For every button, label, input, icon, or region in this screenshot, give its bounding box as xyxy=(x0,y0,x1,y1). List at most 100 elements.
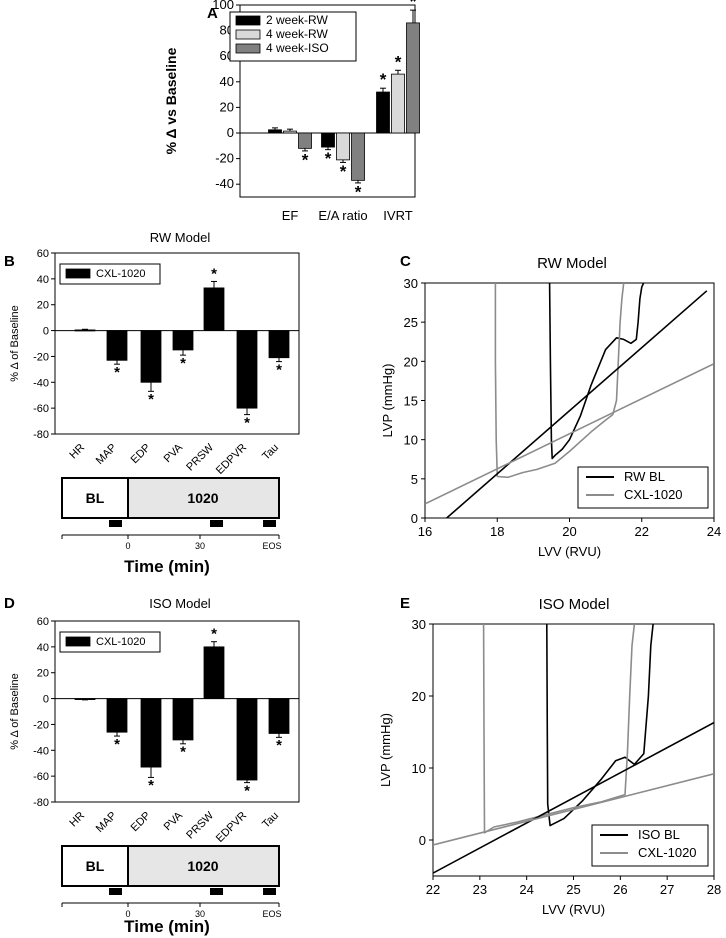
x-axis-label: LVV (RVU) xyxy=(538,544,601,559)
y-tick-label: -80 xyxy=(33,429,49,441)
y-tick-label: 60 xyxy=(37,248,49,260)
series-line xyxy=(546,624,654,827)
plot-area xyxy=(425,283,714,518)
bar xyxy=(140,698,162,768)
timeline-b-marker xyxy=(109,520,122,527)
plot-frame xyxy=(54,252,300,435)
significance-star: * xyxy=(148,777,154,794)
bar xyxy=(236,698,258,781)
x-category-label: IVRT xyxy=(383,208,412,223)
y-tick-label: -20 xyxy=(33,351,49,363)
legend-swatch xyxy=(235,29,261,40)
x-category-label: EDPVR xyxy=(214,810,249,845)
significance-star: * xyxy=(302,150,309,169)
significance-star: * xyxy=(244,414,250,431)
legend-label: 2 week-RW xyxy=(266,13,328,27)
legend-label: CXL-1020 xyxy=(96,636,146,648)
y-tick-label: -60 xyxy=(33,403,49,415)
x-tick-label: 25 xyxy=(566,882,580,897)
bar xyxy=(203,646,225,699)
x-tick-label: 20 xyxy=(562,524,576,539)
x-category-label: Tau xyxy=(260,810,281,831)
y-axis-label: % Δ vs Baseline xyxy=(163,47,179,154)
x-axis-label: LVV (RVU) xyxy=(542,902,605,917)
timeline-b-tick-label: EOS xyxy=(262,541,281,551)
x-tick-label: 27 xyxy=(660,882,674,897)
x-category-label: EDP xyxy=(129,810,153,834)
significance-star: * xyxy=(395,52,402,71)
panel-label-b: B xyxy=(4,253,15,270)
x-tick-label: 28 xyxy=(707,882,721,897)
timeline-d-bl-label: BL xyxy=(86,858,105,874)
bar xyxy=(203,287,225,331)
panel-c-title: RW Model xyxy=(537,255,607,272)
x-category-label: PVA xyxy=(162,441,186,465)
bar xyxy=(106,698,128,733)
legend-label: RW BL xyxy=(624,469,665,484)
y-tick-label: -80 xyxy=(33,797,49,809)
y-tick-label: 100 xyxy=(212,0,234,12)
y-tick-label: 0 xyxy=(43,694,49,706)
significance-star: * xyxy=(276,361,282,378)
timeline-d-marker xyxy=(263,888,276,895)
x-category-label: MAP xyxy=(94,810,119,835)
legend-swatch xyxy=(235,43,261,54)
timeline-b-tick-label: 30 xyxy=(195,541,205,551)
x-category-label: HR xyxy=(67,442,87,462)
significance-star: * xyxy=(244,782,250,799)
y-tick-label: -40 xyxy=(33,377,49,389)
timeline-d-tick-label: 30 xyxy=(195,909,205,919)
chart-e-group: 22 23 24 25 26 27 28 0 10 20 30 LVV (RVU) LVP (mmHg)… xyxy=(378,617,721,917)
legend-box xyxy=(577,466,709,509)
timeline-b-drug-box xyxy=(127,477,280,519)
significance-star: * xyxy=(340,162,347,181)
timeline-d-tick-label: EOS xyxy=(262,909,281,919)
legend-label: 4 week-ISO xyxy=(266,41,329,55)
y-tick-label: 20 xyxy=(404,354,418,369)
y-axis-label: LVP (mmHg) xyxy=(380,364,395,438)
y-tick-label: -20 xyxy=(215,151,234,166)
y-tick-label: 5 xyxy=(411,472,418,487)
y-tick-label: 30 xyxy=(412,617,426,632)
bar xyxy=(268,698,290,734)
x-category-label: E/A ratio xyxy=(318,208,367,223)
x-category-label: PRSW xyxy=(184,441,216,473)
significance-star: * xyxy=(180,744,186,761)
y-tick-label: 40 xyxy=(37,274,49,286)
y-axis-label: % Δ of Baseline xyxy=(9,305,21,381)
bar xyxy=(283,130,297,134)
bar xyxy=(74,329,96,332)
bar xyxy=(140,330,162,383)
significance-star: * xyxy=(211,265,217,282)
x-tick-label: 24 xyxy=(707,524,721,539)
significance-star: * xyxy=(211,626,217,643)
timeline-b: BL 1020 0 30 EOS Time (min) xyxy=(61,477,282,576)
y-tick-label: 10 xyxy=(412,761,426,776)
series-line xyxy=(548,283,645,460)
legend-label: 4 week-RW xyxy=(266,27,328,41)
series-line xyxy=(433,773,714,846)
timeline-b-bl-label: BL xyxy=(86,490,105,506)
y-tick-label: -40 xyxy=(33,745,49,757)
series-line xyxy=(482,624,636,834)
bar xyxy=(391,73,405,134)
timeline-d-bl-box xyxy=(61,845,129,887)
legend-label: CXL-1020 xyxy=(96,268,146,280)
bar xyxy=(236,330,258,409)
significance-star: * xyxy=(325,149,332,168)
legend-label: CXL-1020 xyxy=(624,487,683,502)
y-tick-label: 20 xyxy=(37,668,49,680)
timeline-b-tick-label: 0 xyxy=(125,541,130,551)
legend-swatch xyxy=(65,268,91,279)
plot-frame xyxy=(54,620,300,803)
significance-star: * xyxy=(148,391,154,408)
legend-box xyxy=(591,824,709,867)
panel-e-title: ISO Model xyxy=(539,596,610,613)
timeline-d: BL 1020 0 30 EOS Time (min) xyxy=(61,845,282,936)
timeline-d-xlabel: Time (min) xyxy=(124,917,210,936)
x-tick-label: 16 xyxy=(418,524,432,539)
x-category-label: HR xyxy=(67,810,87,830)
x-category-label: EDP xyxy=(129,442,153,466)
panel-label-a: A xyxy=(207,5,218,22)
